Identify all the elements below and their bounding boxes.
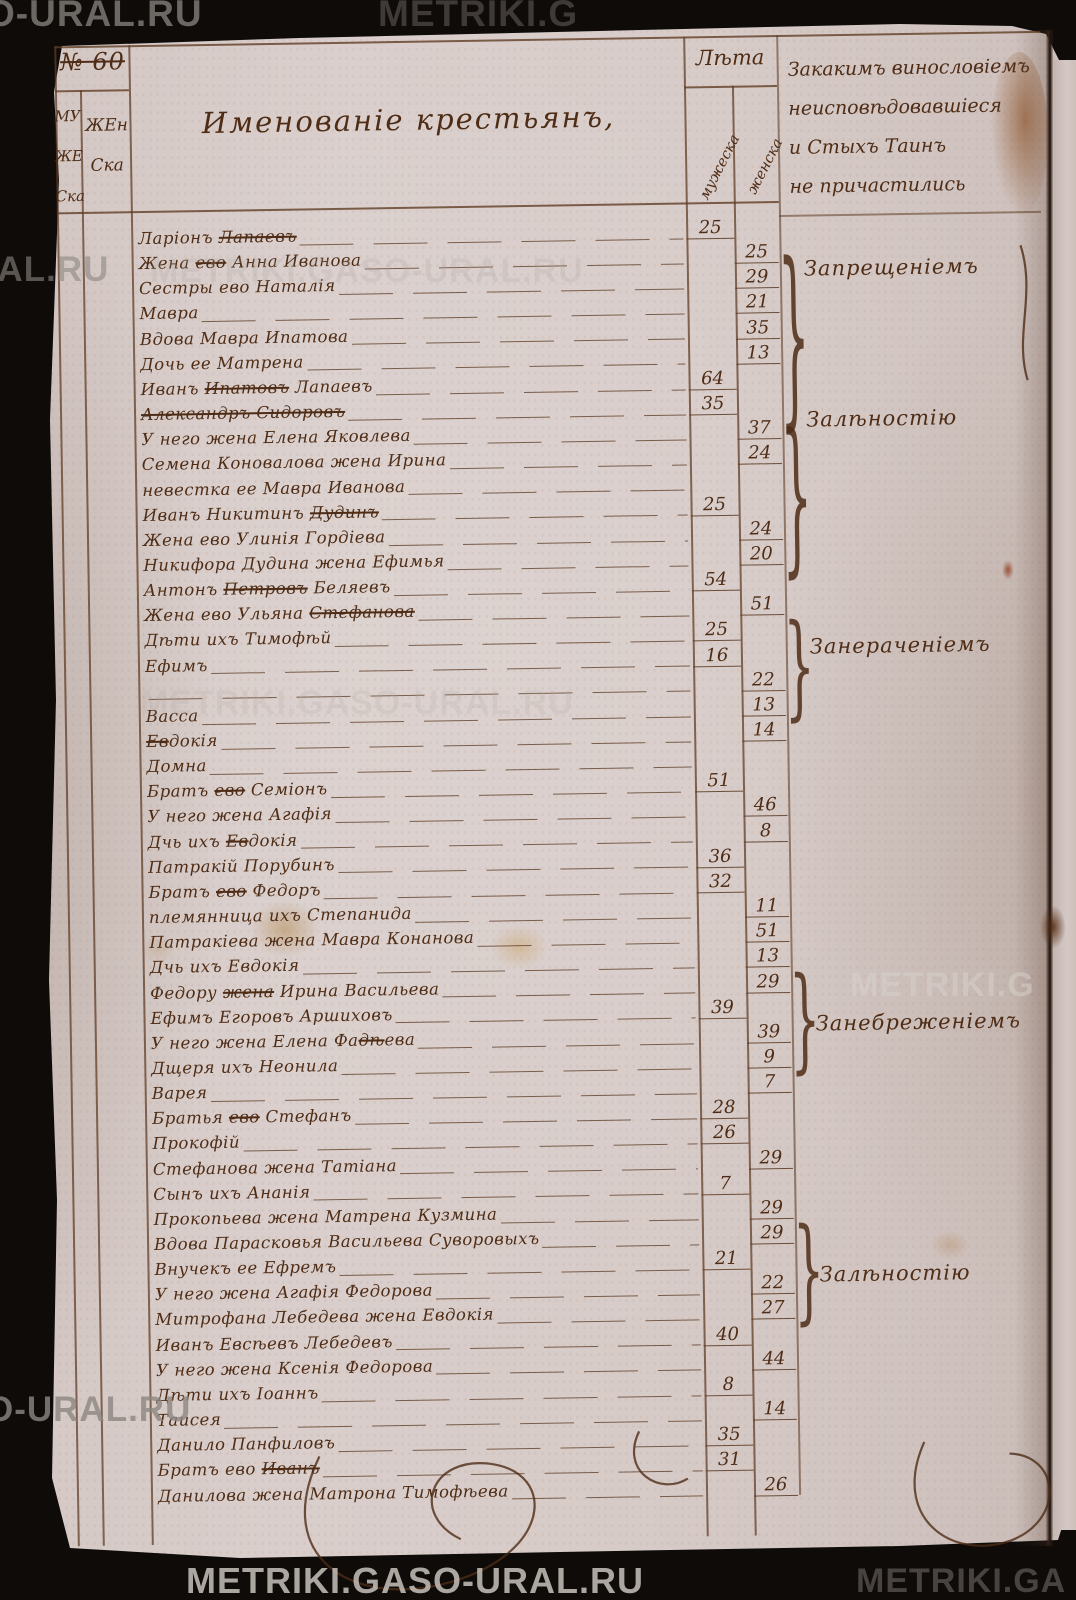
male-age: 25 (692, 619, 741, 642)
female-age: 39 (746, 1020, 792, 1044)
person-name: Мавра (139, 303, 199, 324)
female-age: 14 (741, 718, 787, 742)
female-age: 21 (735, 291, 780, 315)
male-sex-column-header: МУ ЖЕ Ска (54, 106, 86, 206)
person-name: Васса (145, 706, 199, 726)
female-age: 29 (748, 1146, 793, 1170)
male-age: 31 (705, 1448, 754, 1472)
female-age: 35 (735, 316, 780, 340)
female-age: 8 (743, 819, 788, 843)
person-name: Евдокія (146, 730, 218, 752)
reason-column-header: Закакимъ винословіемъ неисповѣдовавшіеся… (787, 55, 1030, 198)
female-age: 7 (747, 1071, 792, 1094)
female-age: 29 (745, 970, 791, 994)
female-age: 46 (743, 794, 788, 818)
marginal-note: Запрещеніемъ (803, 254, 979, 281)
male-age: 35 (704, 1423, 754, 1447)
leader-line (511, 1487, 704, 1500)
female-age: 29 (749, 1221, 795, 1245)
person-name: Дчь ихъ Евдокія (147, 830, 298, 852)
male-age: 25 (686, 216, 735, 240)
male-age: 36 (695, 845, 745, 869)
header-bottom-rule (56, 201, 779, 214)
grouping-brace: } (779, 399, 814, 596)
person-name: Прокофій (152, 1132, 241, 1154)
register-rows: Ларіонъ Лапаевъ 25 Жена ево Анна Иванова 25… (0, 0, 1072, 1505)
female-age: 24 (737, 442, 782, 466)
female-age: 9 (747, 1045, 792, 1069)
reason-header-rule (779, 210, 1042, 217)
female-age: 11 (744, 894, 790, 918)
female-age: 29 (734, 266, 780, 290)
leta-cell-rule (683, 85, 777, 89)
marginal-notes: } Запрещеніемъ} Залѣностію} Занераченіемъ} З… (0, 0, 1072, 1338)
female-age: 14 (752, 1397, 797, 1421)
ages-male-subheader: мужеска (696, 132, 744, 203)
column-rule (79, 89, 105, 1546)
person-name: Сынъ ихъ Ананія (153, 1182, 311, 1204)
male-age: 64 (688, 367, 737, 391)
female-age: 24 (738, 517, 784, 541)
grouping-brace: } (777, 223, 812, 451)
female-age: 27 (751, 1297, 796, 1321)
person-name: Данило Панфиловъ (157, 1433, 336, 1456)
male-age: 40 (703, 1323, 752, 1346)
female-age: 13 (736, 341, 781, 365)
male-age: 35 (688, 392, 738, 416)
person-name: Таисея (156, 1409, 222, 1430)
male-age: 8 (704, 1373, 753, 1397)
female-age: 44 (751, 1347, 797, 1371)
male-age (706, 1496, 754, 1497)
female-age: 22 (750, 1272, 795, 1295)
male-age: 26 (700, 1122, 749, 1145)
female-age: 13 (741, 693, 786, 717)
female-age: 25 (734, 241, 779, 264)
column-rule (54, 46, 80, 1547)
female-age: 37 (737, 417, 782, 440)
male-age: 54 (691, 568, 740, 592)
female-age: 26 (753, 1473, 799, 1497)
female-sex-column-header: ЖЕн Ска (85, 115, 129, 176)
grouping-brace: } (788, 952, 822, 1087)
male-age: 51 (694, 769, 744, 793)
person-name: Братъ ево Федоръ (148, 880, 322, 902)
marginal-note: Залѣностію (806, 405, 958, 432)
male-age: 39 (698, 996, 747, 1020)
male-age: 16 (692, 644, 742, 667)
ages-column-header: Лѣта (695, 45, 765, 71)
grouping-brace: } (792, 1204, 826, 1338)
female-age: 29 (749, 1196, 794, 1220)
folio-cell-rule (54, 89, 129, 92)
page-title: Именованіе крестьянъ, (201, 99, 616, 141)
person-name: Ларіонъ Лапаевъ (138, 226, 297, 249)
person-name: Дочь ее Матрена (140, 352, 304, 374)
grouping-brace: } (783, 600, 816, 735)
person-name: Ефимъ (144, 655, 208, 676)
female-age: 51 (739, 593, 785, 616)
male-age: 21 (702, 1247, 751, 1271)
person-name: Домна (146, 756, 207, 777)
header-top-rule (54, 30, 1041, 48)
adjacent-page-edge (1053, 60, 1076, 1530)
female-age: 22 (741, 668, 786, 692)
male-age: 28 (699, 1096, 749, 1120)
male-age: 25 (690, 493, 739, 517)
marginal-note: Занебреженіемъ (815, 1008, 1022, 1036)
female-age: 51 (745, 920, 790, 943)
marginal-note: Залѣностію (819, 1260, 971, 1287)
person-name: Дѣти ихъ Іоаннъ (156, 1383, 319, 1405)
person-name: Дчь ихъ Евдокія (149, 955, 300, 978)
female-age: 13 (745, 945, 790, 968)
male-age: 7 (701, 1172, 750, 1196)
marginal-note: Занераченіемъ (809, 631, 991, 659)
person-name: Братъ ево Иванъ (157, 1458, 320, 1481)
male-age: 32 (696, 870, 745, 894)
person-name: Данилова жена Матрона Тимофѣева (157, 1480, 509, 1506)
folio-number: № 60 (59, 47, 126, 77)
female-age: 20 (739, 542, 784, 566)
person-name: Варея (151, 1083, 208, 1104)
